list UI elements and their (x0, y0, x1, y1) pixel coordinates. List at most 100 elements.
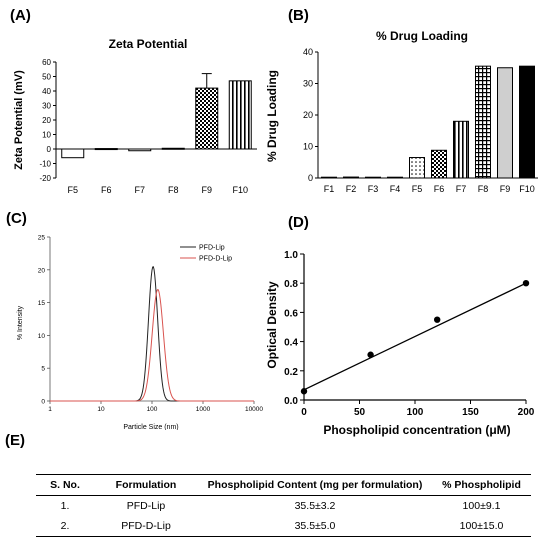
x-tick-label: F7 (134, 185, 145, 195)
column-header: Phospholipid Content (mg per formulation… (198, 474, 432, 496)
plot-area: 0 5 10 15 20 25 1 10 100 1000 10000 PFD-Lip PFD-D-Li… (38, 235, 264, 414)
bar (321, 176, 337, 179)
x-tick-label: F2 (346, 184, 357, 194)
x-axis-label: Particle Size (nm) (123, 424, 178, 430)
bar (409, 157, 425, 179)
plot-area: -20 -10 0 10 20 30 40 50 60 F5 F6 F7 F8 F9 F10 (39, 58, 257, 195)
y-tick-label: 0 (41, 399, 45, 406)
table-row: 2. PFD-D-Lip 35.5±5.0 100±15.0 (36, 516, 531, 537)
x-tick-label: 10000 (245, 406, 263, 413)
y-tick-label: 0.4 (284, 338, 298, 349)
x-tick-label: 0 (301, 407, 307, 418)
panel-a-label: (A) (10, 7, 31, 24)
x-tick-label: F5 (412, 184, 423, 194)
y-tick-label: 5 (41, 366, 45, 373)
x-tick-label: 10 (97, 406, 105, 413)
drug-loading-chart: (B) % Drug Loading % Drug Loading 0 10 20 3… (265, 7, 538, 194)
legend-label: PFD-D-Lip (199, 256, 232, 263)
bar (475, 65, 491, 179)
y-tick-label: 0 (308, 173, 313, 183)
x-tick-label: F5 (67, 185, 78, 195)
bar (195, 87, 219, 150)
x-tick-label: F9 (201, 185, 212, 195)
y-tick-label: 0.2 (284, 367, 298, 378)
series-line (50, 289, 254, 402)
x-tick-label: 1000 (196, 406, 211, 413)
y-tick-label: 40 (303, 47, 313, 57)
x-tick-label: F10 (519, 184, 535, 194)
y-tick-label: 40 (42, 87, 51, 96)
y-tick-label: 0.0 (284, 396, 298, 407)
y-tick-label: 20 (38, 267, 46, 274)
x-tick-label: F8 (168, 185, 179, 195)
data-point (522, 280, 530, 287)
table-cell: 100±15.0 (432, 516, 531, 537)
x-tick-label: F7 (456, 184, 467, 194)
x-tick-label: F3 (368, 184, 379, 194)
optical-density-chart: (D) Optical Density Phospholipid concent… (265, 214, 535, 437)
bar (94, 148, 118, 151)
y-tick-label: 60 (42, 58, 51, 67)
y-tick-label: 20 (42, 116, 51, 125)
y-tick-label: 15 (38, 300, 46, 307)
zeta-potential-chart: (A) Zeta Potential Zeta Potential (mV) -… (10, 7, 257, 195)
panel-e-label: (E) (5, 432, 25, 449)
panel-d-label: (D) (288, 214, 309, 231)
data-point (434, 316, 441, 323)
x-tick-label: F9 (500, 184, 511, 194)
x-tick-label: F6 (434, 184, 445, 194)
y-tick-label: 0.6 (284, 308, 298, 319)
column-header: % Phospholipid (432, 474, 531, 496)
bar (161, 147, 185, 150)
x-tick-label: 1 (48, 406, 52, 413)
bar (61, 148, 85, 159)
y-axis-label: Zeta Potential (mV) (13, 70, 25, 170)
bar (519, 65, 535, 179)
phospholipid-table: S. No. Formulation Phospholipid Content … (36, 474, 531, 537)
fit-line (303, 282, 527, 391)
y-tick-label: 25 (38, 235, 46, 242)
plot-area: 0.0 0.2 0.4 0.6 0.8 1.0 0 50 100 150 200 (284, 250, 535, 418)
data-point (300, 388, 308, 395)
x-tick-label: F1 (324, 184, 335, 194)
chart-title: Zeta Potential (109, 37, 188, 51)
x-axis-label: Phospholipid concentration (μM) (323, 423, 510, 437)
bar (228, 80, 252, 150)
x-tick-label: 100 (407, 407, 424, 418)
y-axis-label: % Intensity (17, 305, 24, 340)
table-cell: PFD-Lip (126, 500, 166, 512)
x-tick-label: 100 (147, 406, 158, 413)
bar (387, 176, 403, 179)
table-cell: 35.5±3.2 (294, 500, 336, 512)
panel-c-label: (C) (6, 210, 27, 227)
table-cell: 100±9.1 (462, 500, 501, 512)
particle-size-chart: (C) % Intensity Particle Size (nm) 0 5 10 1… (6, 210, 264, 430)
panel-b-label: (B) (288, 7, 309, 24)
table-cell: 1. (60, 500, 70, 512)
bar (453, 120, 469, 179)
bar (431, 149, 447, 179)
y-axis-label: Optical Density (265, 281, 279, 369)
y-tick-label: 10 (38, 333, 46, 340)
y-tick-label: 30 (303, 79, 313, 89)
table-cell: 35.5±5.0 (198, 516, 432, 537)
y-tick-label: 50 (42, 73, 51, 82)
x-tick-label: F8 (478, 184, 489, 194)
bar (365, 176, 381, 179)
table-header-row: S. No. Formulation Phospholipid Content … (36, 474, 531, 496)
chart-title: % Drug Loading (376, 29, 468, 43)
y-axis-label: % Drug Loading (265, 70, 279, 162)
x-tick-label: 200 (518, 407, 535, 418)
y-tick-label: 20 (303, 110, 313, 120)
data-point (367, 351, 374, 358)
table-row: 1. PFD-Lip 35.5±3.2 100±9.1 (36, 496, 531, 517)
column-header: Formulation (94, 474, 198, 496)
bar (128, 148, 152, 152)
table-cell: 2. (36, 516, 94, 537)
y-tick-label: -10 (39, 160, 51, 169)
bar (497, 67, 513, 179)
y-tick-label: 1.0 (284, 250, 298, 261)
plot-area: 0 10 20 30 40 F1 F2 F3 F4 F5 F6 F7 F8 F9 F10 (303, 47, 538, 194)
x-tick-label: F10 (232, 185, 248, 195)
y-tick-label: 0 (47, 145, 52, 154)
